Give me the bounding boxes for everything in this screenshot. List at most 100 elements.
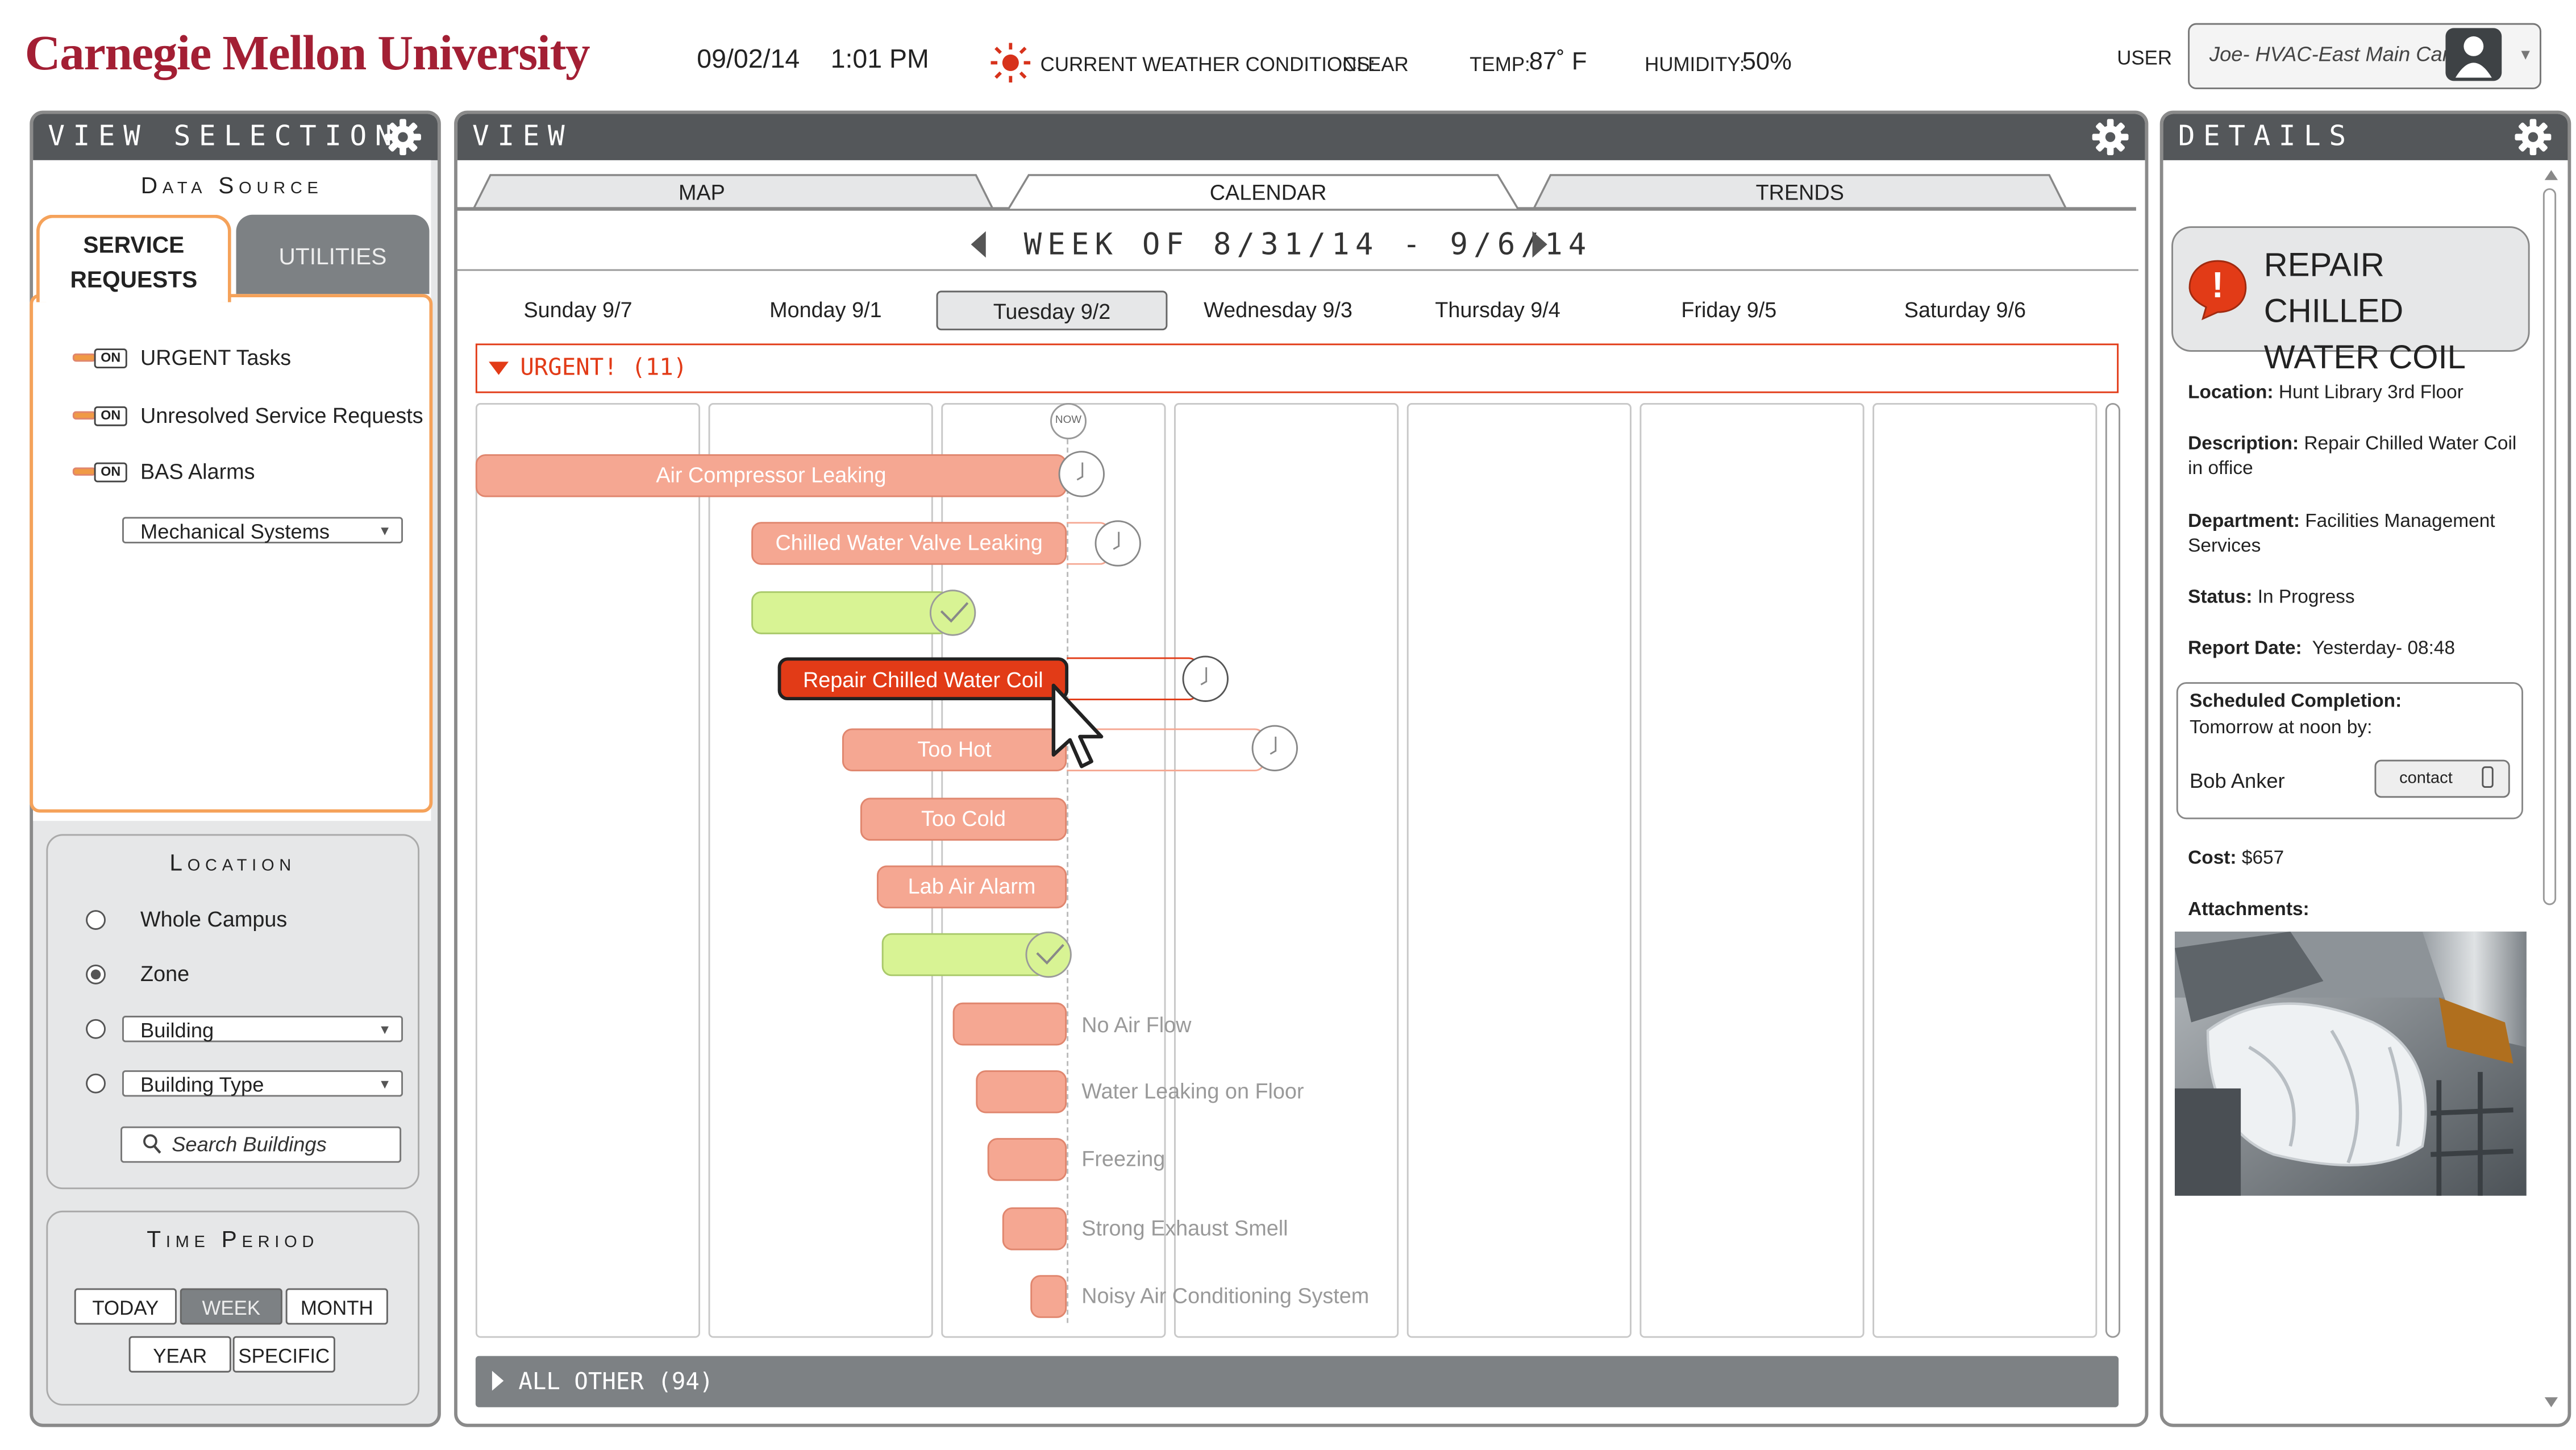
search-placeholder: Search Buildings — [172, 1133, 327, 1157]
day-column — [1406, 403, 1632, 1338]
user-label: USER — [2117, 46, 2173, 70]
week-divider — [457, 269, 2138, 271]
unresolved-toggle-label: Unresolved Service Requests — [140, 403, 423, 428]
view-selection-header: VIEW SELECTION — [33, 114, 438, 160]
caret-right-icon — [492, 1370, 504, 1391]
urgent-label: URGENT! (11) — [520, 355, 688, 382]
radio-building-type[interactable] — [86, 1073, 106, 1094]
chevron-down-icon: ▼ — [378, 524, 392, 539]
mouse-cursor-icon — [1051, 683, 1104, 768]
details-header: DETAILS — [2163, 114, 2568, 160]
detail-description-label: Description: — [2188, 434, 2299, 455]
day-tuesday[interactable]: Tuesday 9/2 — [936, 290, 1168, 331]
detail-department-label: Department: — [2188, 512, 2300, 532]
task-bar[interactable]: Too Cold — [860, 797, 1067, 841]
tab-trends[interactable]: TRENDS — [1755, 180, 1844, 205]
user-select[interactable]: Joe- HVAC-East Main Campus ▼ — [2188, 23, 2541, 89]
chevron-down-icon: ▼ — [2518, 46, 2533, 63]
task-bar[interactable] — [952, 1002, 1067, 1046]
details-heading-box: ! REPAIR CHILLED WATER COIL — [2171, 226, 2530, 377]
contact-button[interactable]: contact — [2374, 759, 2510, 798]
radio-building[interactable] — [86, 1019, 106, 1039]
humidity-label: HUMIDITY: — [1645, 52, 1745, 76]
day-column — [475, 403, 701, 1338]
next-week-icon[interactable] — [1532, 231, 1547, 258]
tab-service-requests[interactable]: SERVICE REQUESTS — [36, 214, 231, 302]
week-button[interactable]: WEEK — [180, 1288, 282, 1325]
detail-location-label: Location: — [2188, 383, 2274, 404]
detail-status-value: In Progress — [2257, 588, 2355, 608]
now-marker: NOW — [1050, 403, 1087, 439]
gear-icon[interactable] — [385, 119, 421, 156]
day-wednesday[interactable]: Wednesday 9/3 — [1204, 297, 1352, 322]
day-sunday[interactable]: Sunday 9/7 — [523, 297, 632, 322]
tab-service-requests-label: SERVICE REQUESTS — [70, 231, 198, 293]
specific-button[interactable]: SPECIFIC — [232, 1336, 335, 1373]
day-thursday[interactable]: Thursday 9/4 — [1435, 297, 1560, 322]
prev-week-icon[interactable] — [971, 231, 986, 258]
tab-calendar[interactable]: CALENDAR — [1209, 180, 1327, 205]
weather-label: CURRENT WEATHER CONDITIONS: — [1040, 52, 1376, 76]
tab-map[interactable]: MAP — [678, 180, 725, 205]
today-button[interactable]: TODAY — [74, 1288, 177, 1325]
tab-utilities[interactable]: UTILITIES — [236, 214, 430, 294]
task-bar[interactable] — [976, 1070, 1067, 1114]
task-label: Strong Exhaust Smell — [1081, 1215, 1288, 1241]
building-type-select-value: Building Type — [140, 1073, 264, 1097]
task-bar[interactable]: Chilled Water Valve Leaking — [751, 522, 1067, 565]
detail-location: Location: Hunt Library 3rd Floor — [2188, 381, 2527, 406]
phone-icon — [2482, 766, 2494, 788]
day-column — [1174, 403, 1399, 1338]
detail-status: Status: In Progress — [2188, 587, 2527, 612]
scroll-up-icon[interactable] — [2544, 170, 2558, 180]
all-other-header[interactable]: ALL OTHER (94) — [475, 1356, 2119, 1407]
year-button[interactable]: YEAR — [128, 1336, 231, 1373]
task-bar[interactable] — [881, 933, 1047, 977]
clock-icon — [1058, 451, 1105, 497]
bas-alarms-toggle[interactable]: ON — [72, 462, 127, 483]
radio-zone[interactable] — [86, 964, 106, 984]
service-requests-box — [30, 294, 433, 813]
detail-description-value: Repair Chilled Water Coil in office — [2188, 434, 2517, 479]
user-avatar-icon — [2445, 28, 2502, 81]
day-friday[interactable]: Friday 9/5 — [1681, 297, 1777, 322]
urgent-header[interactable]: URGENT! (11) — [475, 343, 2119, 393]
view-selection-title: VIEW SELECTION — [48, 121, 401, 154]
radio-whole-campus-label: Whole Campus — [140, 907, 288, 932]
check-icon — [1025, 931, 1072, 978]
gear-icon[interactable] — [2092, 119, 2129, 156]
search-icon — [142, 1133, 162, 1162]
now-line — [1067, 439, 1069, 1323]
task-label: No Air Flow — [1081, 1012, 1192, 1037]
task-bar[interactable]: Too Hot — [842, 728, 1067, 771]
radio-whole-campus[interactable] — [86, 910, 106, 930]
scroll-thumb[interactable] — [2542, 188, 2557, 905]
task-bar[interactable] — [1030, 1275, 1067, 1318]
alert-icon: ! — [2186, 257, 2249, 321]
gear-icon[interactable] — [2515, 119, 2552, 156]
task-bar[interactable]: Lab Air Alarm — [876, 865, 1067, 909]
month-button[interactable]: MONTH — [285, 1288, 388, 1325]
scroll-down-icon[interactable] — [2544, 1397, 2558, 1407]
sun-icon — [991, 43, 1031, 83]
details-scrollbar[interactable] — [2541, 165, 2561, 1418]
task-bar[interactable] — [1002, 1207, 1067, 1250]
now-label: NOW — [1055, 414, 1082, 426]
day-monday[interactable]: Monday 9/1 — [769, 297, 882, 322]
system-select[interactable]: Mechanical Systems ▼ — [122, 517, 403, 543]
task-bar[interactable] — [987, 1138, 1067, 1181]
day-tuesday-label: Tuesday 9/2 — [993, 298, 1111, 324]
search-buildings-input[interactable]: Search Buildings — [120, 1126, 402, 1163]
task-bar[interactable]: Air Compressor Leaking — [475, 454, 1067, 497]
day-saturday[interactable]: Saturday 9/6 — [1904, 297, 2026, 322]
task-bar[interactable] — [751, 591, 950, 634]
task-bar-selected[interactable]: Repair Chilled Water Coil — [777, 657, 1069, 701]
calendar-scrollbar[interactable] — [2105, 403, 2121, 1338]
contact-button-label: contact — [2399, 770, 2453, 788]
building-select[interactable]: Building ▼ — [122, 1016, 403, 1042]
attachment-image[interactable] — [2174, 931, 2527, 1196]
urgent-toggle[interactable]: ON — [72, 348, 127, 368]
building-type-select[interactable]: Building Type ▼ — [122, 1070, 403, 1097]
unresolved-toggle[interactable]: ON — [72, 406, 127, 426]
